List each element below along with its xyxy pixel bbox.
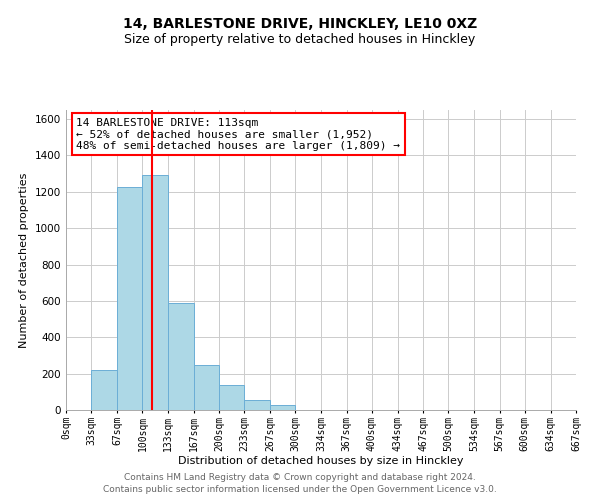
Text: Size of property relative to detached houses in Hinckley: Size of property relative to detached ho…: [124, 32, 476, 46]
Bar: [244, 400, 270, 410]
Bar: [167, 302, 194, 410]
Text: Contains HM Land Registry data © Crown copyright and database right 2024.: Contains HM Land Registry data © Crown c…: [124, 472, 476, 482]
Text: 14 BARLESTONE DRIVE: 113sqm
← 52% of detached houses are smaller (1,952)
48% of : 14 BARLESTONE DRIVE: 113sqm ← 52% of det…: [76, 118, 400, 150]
Text: 14, BARLESTONE DRIVE, HINCKLEY, LE10 0XZ: 14, BARLESTONE DRIVE, HINCKLEY, LE10 0XZ: [123, 18, 477, 32]
Y-axis label: Number of detached properties: Number of detached properties: [19, 172, 29, 348]
Bar: [270, 406, 295, 410]
Bar: [142, 174, 167, 410]
Text: Contains public sector information licensed under the Open Government Licence v3: Contains public sector information licen…: [103, 485, 497, 494]
Bar: [91, 370, 117, 410]
X-axis label: Distribution of detached houses by size in Hinckley: Distribution of detached houses by size …: [178, 456, 464, 466]
Bar: [219, 386, 244, 410]
Bar: [194, 366, 219, 410]
Bar: [117, 188, 142, 410]
